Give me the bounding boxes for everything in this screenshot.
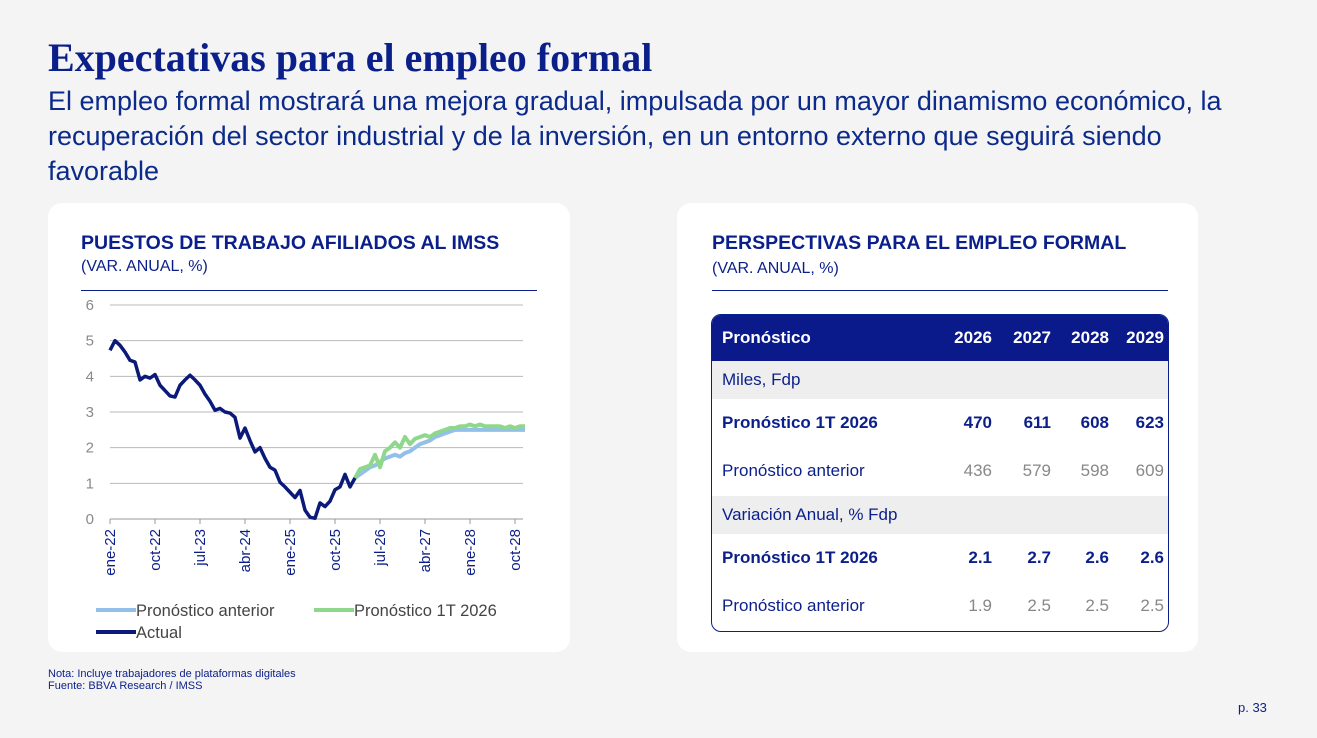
cell: Variación Anual, % Fdp: [722, 505, 898, 524]
y-tick-label: 2: [86, 440, 94, 457]
chart: 0 1 2 3 4 5 6 ene-22 oct-22 jul-23 abr-24 ene-25 oct…: [86, 297, 525, 642]
cell: 2.6: [1085, 547, 1109, 567]
cell: 579: [1022, 461, 1051, 480]
x-tick-label: abr-27: [417, 529, 434, 572]
table-subtitle: (VAR. ANUAL, %): [712, 260, 839, 277]
cell: 2.6: [1140, 547, 1164, 567]
x-tick-label: ene-22: [102, 529, 119, 576]
cell: 470: [963, 412, 992, 432]
cell: 611: [1023, 412, 1051, 432]
cell: 2029: [1126, 328, 1164, 347]
cell: 608: [1080, 412, 1109, 432]
source: Fuente: BBVA Research / IMSS: [48, 680, 203, 692]
page-number: p. 33: [1238, 700, 1267, 715]
y-tick-label: 4: [86, 368, 94, 385]
chart-subtitle: (VAR. ANUAL, %): [81, 258, 208, 275]
cell: 436: [963, 461, 992, 480]
data-row: Pronóstico 1T 2026 2.1 2.7 2.6 2.6: [712, 534, 1168, 581]
x-tick-label: oct-22: [147, 529, 164, 571]
y-tick-label: 0: [86, 511, 94, 528]
cell: Pronóstico 1T 2026: [722, 412, 878, 432]
cell: Pronóstico: [722, 328, 811, 347]
cell: 2.5: [1027, 596, 1051, 615]
y-tick-label: 3: [86, 404, 94, 421]
cell: 623: [1135, 412, 1164, 432]
legend-label: Actual: [136, 624, 182, 642]
cell: 2.5: [1085, 596, 1109, 615]
x-tick-label: oct-25: [327, 529, 344, 571]
cell: Pronóstico anterior: [722, 461, 865, 480]
series-line: [353, 427, 525, 480]
cell: 598: [1080, 461, 1109, 480]
chart-title: PUESTOS DE TRABAJO AFILIADOS AL IMSS: [81, 232, 500, 254]
table: Pronóstico 2026 2027 2028 2029 Miles, Fdp Pron…: [711, 314, 1169, 632]
cell: Pronóstico anterior: [722, 596, 865, 615]
header-row: Pronóstico 2026 2027 2028 2029: [712, 315, 1168, 361]
cell: 1.9: [968, 596, 992, 615]
series-line: [108, 338, 357, 521]
data-row: Pronóstico anterior 1.9 2.5 2.5 2.5: [712, 581, 1168, 631]
section-row: Miles, Fdp: [712, 361, 1168, 399]
data-row: Pronóstico 1T 2026 470 611 608 623: [712, 399, 1168, 446]
series-line: [353, 422, 525, 479]
y-tick-label: 5: [86, 333, 94, 350]
legend-label: Pronóstico 1T 2026: [354, 602, 497, 620]
cell: 2027: [1013, 328, 1051, 347]
cell: Pronóstico 1T 2026: [722, 547, 878, 567]
x-tick-label: abr-24: [237, 529, 254, 572]
cell: 2028: [1071, 328, 1109, 347]
x-tick-label: jul-23: [192, 529, 209, 567]
y-tick-label: 1: [86, 475, 94, 492]
legend-label: Pronóstico anterior: [136, 602, 275, 620]
table-title: PERSPECTIVAS PARA EL EMPLEO FORMAL: [712, 232, 1127, 254]
cell: 2.7: [1027, 547, 1051, 567]
cell: 2026: [954, 328, 992, 347]
cell: 2.1: [968, 547, 992, 567]
x-tick-label: ene-28: [462, 529, 479, 576]
data-row: Pronóstico anterior 436 579 598 609: [712, 446, 1168, 496]
x-tick-label: ene-25: [282, 529, 299, 576]
cell: Miles, Fdp: [722, 370, 801, 389]
x-tick-label: oct-28: [507, 529, 524, 571]
subtitle: El empleo formal mostrará una mejora gra…: [48, 86, 1222, 186]
cell: 609: [1135, 461, 1164, 480]
rule: [81, 290, 537, 291]
title: Expectativas para el empleo formal: [48, 35, 653, 80]
x-tick-label: jul-26: [372, 529, 389, 567]
cell: 2.5: [1140, 596, 1164, 615]
rule: [712, 290, 1168, 291]
y-tick-label: 6: [86, 297, 94, 314]
note: Nota: Incluye trabajadores de plataforma…: [48, 668, 296, 680]
section-row: Variación Anual, % Fdp: [712, 496, 1168, 534]
